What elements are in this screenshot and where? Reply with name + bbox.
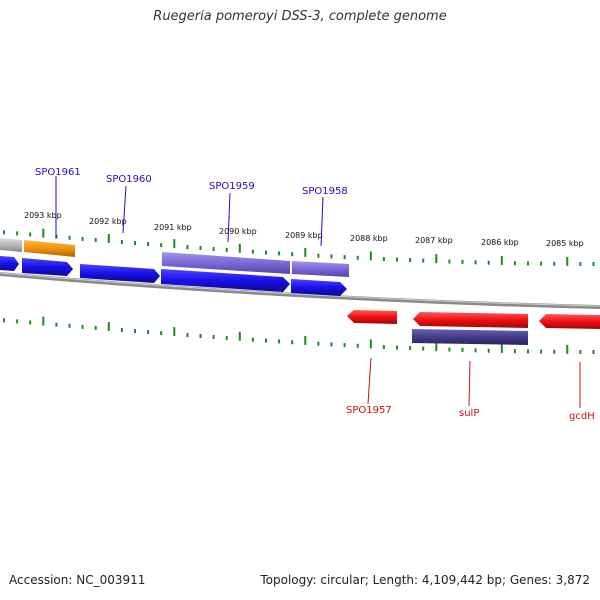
scale-label-2091: 2091 kbp bbox=[154, 223, 192, 232]
gene-label-spo1961[interactable]: SPO1961 bbox=[35, 167, 81, 178]
gene-label-spo1957[interactable]: SPO1957 bbox=[346, 405, 392, 416]
scale-label-2087: 2087 kbp bbox=[415, 236, 453, 245]
gene-label-sulp[interactable]: sulP bbox=[459, 408, 479, 419]
scale-label-2085: 2085 kbp bbox=[546, 239, 584, 248]
cds-feature-sulp[interactable] bbox=[412, 329, 528, 345]
cds-feature-orange[interactable] bbox=[24, 240, 75, 257]
map-title: Ruegeria pomeroyi DSS-3, complete genome bbox=[153, 9, 447, 24]
gene-arrow-spo1959[interactable] bbox=[161, 269, 290, 292]
cds-feature-gray[interactable] bbox=[0, 238, 22, 252]
scale-label-2090: 2090 kbp bbox=[219, 227, 257, 236]
gene-label-spo1960[interactable]: SPO1960 bbox=[106, 174, 152, 185]
lower-tick-row bbox=[3, 316, 595, 354]
cds-feature-spo1958[interactable] bbox=[292, 261, 349, 277]
gene-arrow-spo1957[interactable] bbox=[347, 310, 397, 324]
gene-arrow-spo1960[interactable] bbox=[80, 264, 160, 283]
genome-backbone bbox=[0, 272, 600, 309]
reverse-genes bbox=[347, 310, 600, 329]
cds-features-upper bbox=[0, 238, 528, 345]
gene-arrow-gcdh[interactable] bbox=[539, 314, 600, 329]
gene-label-spo1958[interactable]: SPO1958 bbox=[302, 186, 348, 197]
upper-tick-row bbox=[3, 228, 595, 266]
lower-gene-labels: SPO1957 sulP gcdH bbox=[346, 357, 595, 422]
gene-arrow-spo1958[interactable] bbox=[291, 279, 347, 296]
scale-label-2088: 2088 kbp bbox=[350, 234, 388, 243]
gene-arrow-spo1961[interactable] bbox=[22, 258, 73, 276]
scale-label-2089: 2089 kbp bbox=[285, 231, 323, 240]
accession-text: Accession: NC_003911 bbox=[9, 573, 146, 587]
gene-arrow-sulp[interactable] bbox=[413, 312, 528, 328]
gene-arrow-forward-0[interactable] bbox=[0, 256, 19, 271]
scale-label-2093: 2093 kbp bbox=[24, 211, 62, 220]
forward-genes bbox=[0, 256, 347, 296]
upper-gene-labels: SPO1961 SPO1960 SPO1959 SPO1958 bbox=[35, 167, 348, 247]
scale-label-2086: 2086 kbp bbox=[481, 238, 519, 247]
gene-label-spo1959[interactable]: SPO1959 bbox=[209, 181, 255, 192]
genome-summary-text: Topology: circular; Length: 4,109,442 bp… bbox=[260, 573, 590, 587]
scale-labels: 2093 kbp 2092 kbp 2091 kbp 2090 kbp 2089… bbox=[24, 211, 584, 248]
scale-label-2092: 2092 kbp bbox=[89, 217, 127, 226]
cds-feature-spo1959[interactable] bbox=[162, 252, 290, 274]
gene-label-gcdh[interactable]: gcdH bbox=[569, 411, 595, 422]
